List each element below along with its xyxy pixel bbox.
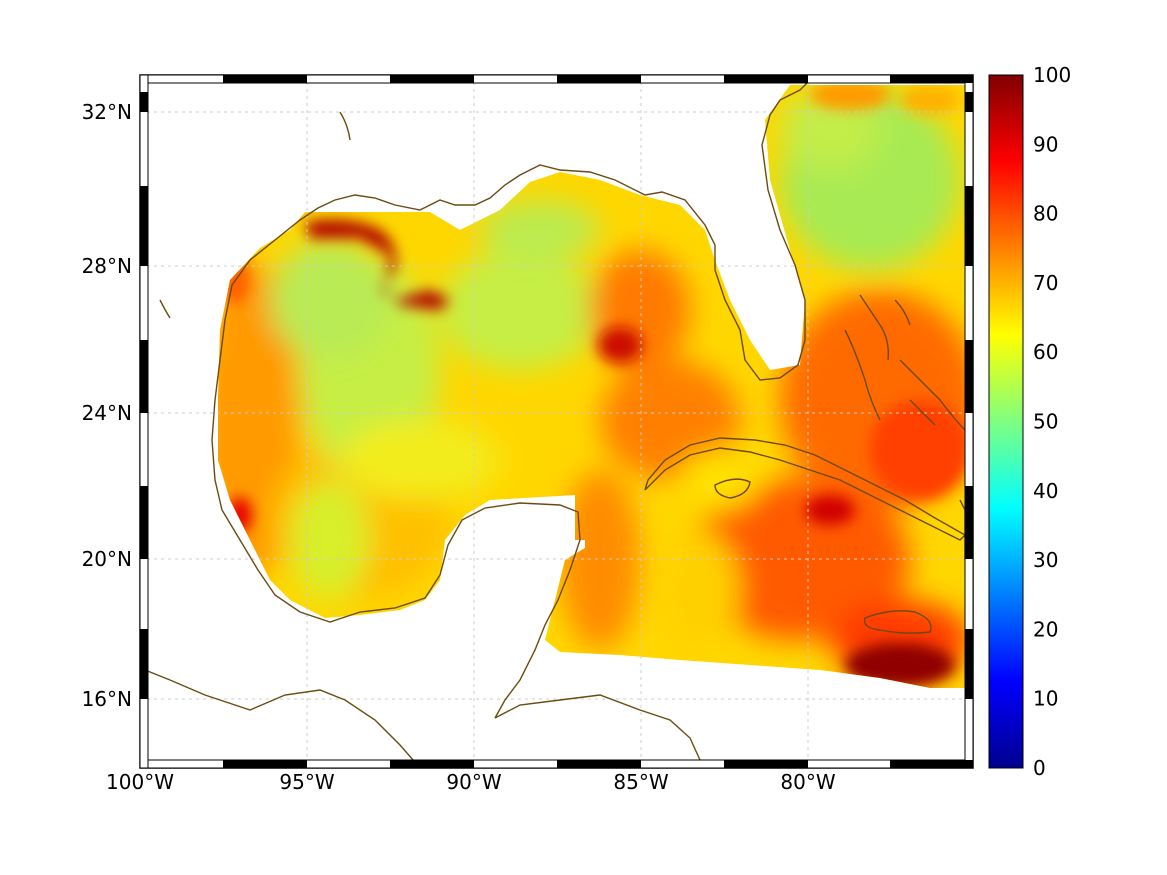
y-tick-label: 16°N — [82, 687, 132, 711]
colorbar-gradient — [988, 74, 1024, 769]
colorbar-tick-label: 30 — [1033, 548, 1058, 572]
y-tick-label: 28°N — [82, 254, 132, 278]
colorbar-tick-label: 70 — [1033, 271, 1058, 295]
y-tick-label: 20°N — [82, 547, 132, 571]
colorbar-tick-label: 60 — [1033, 340, 1058, 364]
colorbar-tick-label: 20 — [1033, 617, 1058, 641]
colorbar-tick-label: 90 — [1033, 132, 1058, 156]
x-tick-labels: 100°W 95°W 90°W 85°W 80°W — [106, 770, 836, 794]
colorbar-tick-label: 10 — [1033, 687, 1058, 711]
y-tick-label: 24°N — [82, 401, 132, 425]
x-tick-label: 80°W — [780, 770, 835, 794]
y-tick-label: 32°N — [82, 100, 132, 124]
x-tick-label: 85°W — [613, 770, 668, 794]
ocean-field — [218, 85, 965, 688]
map-frame — [139, 74, 974, 769]
x-tick-label: 90°W — [446, 770, 501, 794]
x-tick-label: 95°W — [279, 770, 334, 794]
map-grid — [140, 75, 973, 768]
colorbar-tick-label: 80 — [1033, 202, 1058, 226]
colorbar-tick-label: 40 — [1033, 479, 1058, 503]
x-tick-label: 100°W — [106, 770, 174, 794]
colorbar-tick-label: 0 — [1033, 756, 1046, 780]
colorbar-tick-label: 50 — [1033, 410, 1058, 434]
colorbar-tick-label: 100 — [1033, 63, 1071, 87]
y-tick-labels: 32°N 28°N 24°N 20°N 16°N — [82, 100, 132, 711]
